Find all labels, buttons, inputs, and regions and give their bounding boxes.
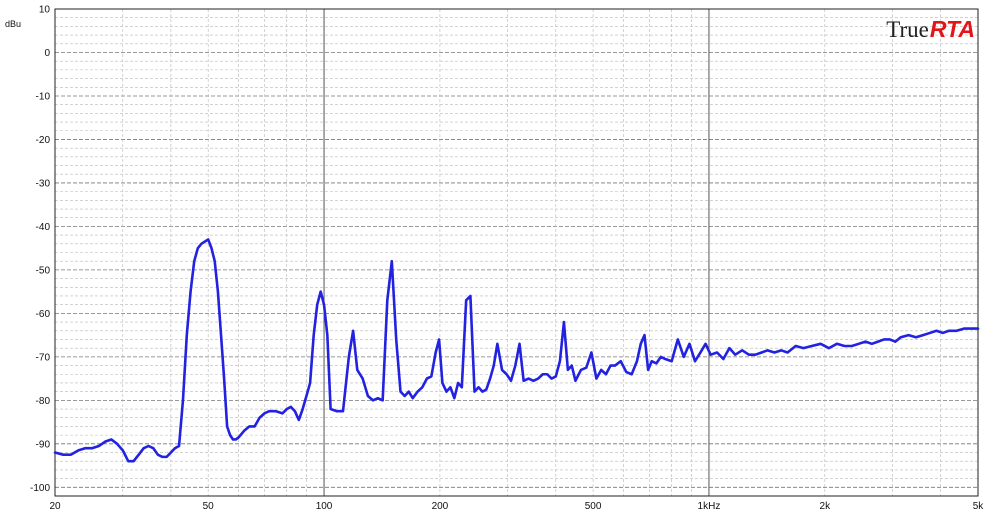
logo-part1: True bbox=[886, 17, 929, 42]
y-tick-label: -20 bbox=[36, 135, 51, 146]
y-tick-label: -60 bbox=[36, 309, 51, 320]
x-axis-tick-labels: 20 50 100 200 500 1kHz 2k 5k bbox=[49, 501, 984, 512]
x-tick-label: 5k bbox=[973, 501, 985, 512]
x-tick-label: 500 bbox=[585, 501, 602, 512]
y-tick-label: -50 bbox=[36, 265, 51, 276]
x-tick-label: 20 bbox=[49, 501, 61, 512]
x-tick-label: 50 bbox=[203, 501, 215, 512]
series-layer bbox=[53, 238, 980, 463]
y-tick-label: -70 bbox=[36, 352, 51, 363]
spectrum-line bbox=[53, 238, 980, 463]
y-tick-label: -10 bbox=[36, 91, 51, 102]
y-tick-label: 0 bbox=[44, 48, 50, 59]
x-tick-label: 100 bbox=[316, 501, 333, 512]
y-tick-label: -100 bbox=[30, 483, 50, 494]
y-tick-label: -80 bbox=[36, 396, 51, 407]
logo-text: TrueRTA bbox=[886, 16, 975, 42]
x-tick-label: 1kHz bbox=[698, 501, 721, 512]
y-tick-label: -40 bbox=[36, 222, 51, 233]
y-axis-label: dBu bbox=[5, 19, 21, 29]
logo-part2: RTA bbox=[930, 16, 975, 42]
y-tick-label: -30 bbox=[36, 178, 51, 189]
truerta-logo: TrueRTA bbox=[886, 16, 975, 42]
y-tick-label: 10 bbox=[39, 5, 51, 16]
x-tick-label: 2k bbox=[820, 501, 832, 512]
y-axis-tick-labels: 10 0 -10 -20 -30 -40 -50 -60 -70 -80 -90 -100 bbox=[30, 5, 50, 494]
x-tick-label: 200 bbox=[432, 501, 449, 512]
plot-frame bbox=[54, 8, 979, 497]
grid bbox=[54, 8, 979, 497]
y-tick-label: -90 bbox=[36, 439, 51, 450]
